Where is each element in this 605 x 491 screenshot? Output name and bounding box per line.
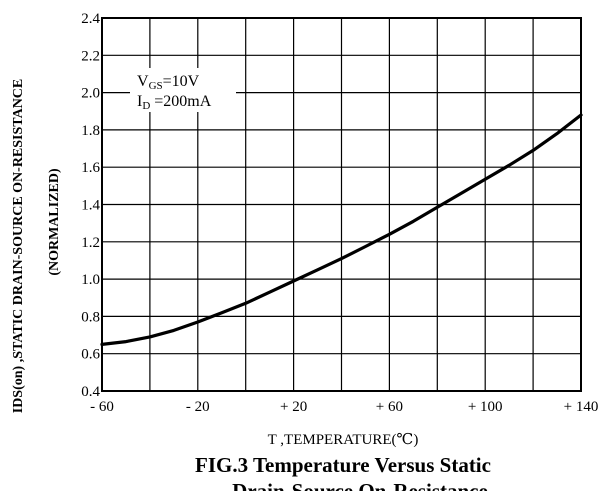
plot-frame [101,17,582,392]
x-tick-label: + 100 [468,399,503,415]
series-line [100,113,583,346]
y-axis-label: IDS(on) ,STATIC DRAIN-SOURCE ON-RESISTAN… [11,79,26,414]
x-tick-label: - 60 [90,399,114,415]
tick-labels: 0.4 0.6 0.8 1.0 1.2 1.4 1.6 1.8 2.0 2.2 2.4 - 60 - 2… [81,11,598,415]
y-tick-label: 0.8 [81,309,100,325]
y-tick-label: 2.2 [81,48,100,64]
y-axis-label-sub: (NORMALIZED) [47,168,62,276]
grid [101,17,582,392]
x-axis-label: T ,TEMPERATURE(℃) [268,432,419,448]
x-tick-label: - 20 [186,399,210,415]
y-tick-label: 0.4 [81,384,100,400]
series-layer [100,113,583,346]
x-tick-label: + 140 [564,399,599,415]
figure-caption: FIG.3 Temperature Versus Static [195,453,491,477]
y-tick-label: 1.8 [81,123,100,139]
y-tick-label: 1.4 [81,198,100,214]
x-tick-label: + 20 [280,399,307,415]
y-tick-label: 2.0 [81,86,100,102]
y-tick-label: 1.2 [81,235,100,251]
y-tick-label: 1.0 [81,272,100,288]
y-tick-label: 2.4 [81,11,100,27]
x-tick-label: + 60 [376,399,403,415]
annotation-box-bg [130,68,236,112]
annotation-vgs: VGS=10V [137,73,200,92]
y-tick-label: 1.6 [81,160,100,176]
annotation-id: ID =200mA [137,93,212,112]
figure-caption-line2: Drain-Source On-Resistance [232,479,488,491]
y-tick-label: 0.6 [81,347,100,363]
